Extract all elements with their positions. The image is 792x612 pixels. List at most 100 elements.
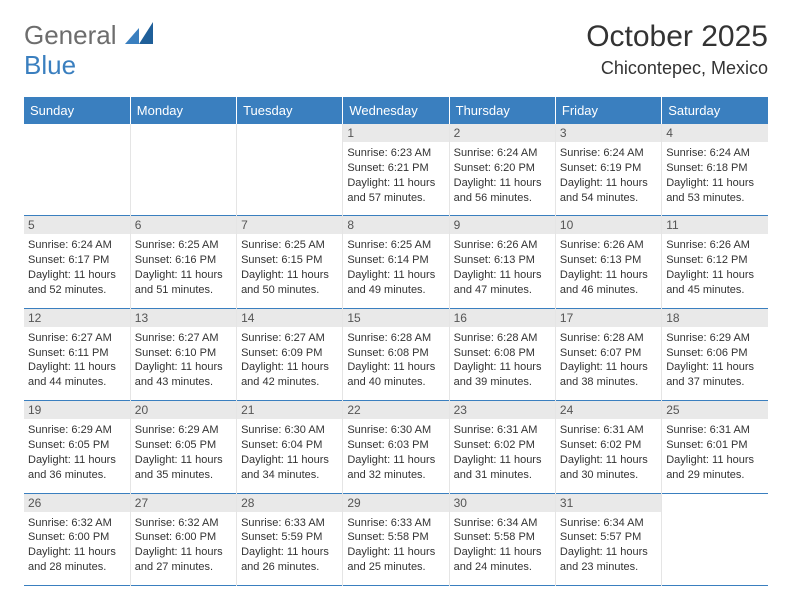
calendar-day-cell: 26Sunrise: 6:32 AMSunset: 6:00 PMDayligh… bbox=[24, 493, 130, 585]
calendar-body: 1Sunrise: 6:23 AMSunset: 6:21 PMDaylight… bbox=[24, 124, 768, 585]
daylight-line: Daylight: 11 hours and 37 minutes. bbox=[666, 360, 764, 390]
calendar-day-cell: 8Sunrise: 6:25 AMSunset: 6:14 PMDaylight… bbox=[343, 216, 449, 308]
sunrise-line: Sunrise: 6:34 AM bbox=[454, 516, 551, 531]
sunset-line: Sunset: 5:58 PM bbox=[454, 530, 551, 545]
sunset-line: Sunset: 6:18 PM bbox=[666, 161, 764, 176]
daylight-line: Daylight: 11 hours and 32 minutes. bbox=[347, 453, 444, 483]
sunrise-line: Sunrise: 6:28 AM bbox=[560, 331, 657, 346]
sunset-line: Sunset: 6:00 PM bbox=[135, 530, 232, 545]
sunset-line: Sunset: 6:17 PM bbox=[28, 253, 126, 268]
calendar-day-cell: 29Sunrise: 6:33 AMSunset: 5:58 PMDayligh… bbox=[343, 493, 449, 585]
calendar-week-row: 1Sunrise: 6:23 AMSunset: 6:21 PMDaylight… bbox=[24, 124, 768, 216]
sunset-line: Sunset: 6:02 PM bbox=[560, 438, 657, 453]
sunrise-line: Sunrise: 6:23 AM bbox=[347, 146, 444, 161]
calendar-day-cell: 30Sunrise: 6:34 AMSunset: 5:58 PMDayligh… bbox=[449, 493, 555, 585]
day-number: 10 bbox=[556, 216, 661, 234]
calendar-day-cell: 20Sunrise: 6:29 AMSunset: 6:05 PMDayligh… bbox=[130, 401, 236, 493]
day-number: 6 bbox=[131, 216, 236, 234]
sunset-line: Sunset: 6:05 PM bbox=[135, 438, 232, 453]
sunset-line: Sunset: 6:13 PM bbox=[454, 253, 551, 268]
sunrise-line: Sunrise: 6:28 AM bbox=[454, 331, 551, 346]
sunrise-line: Sunrise: 6:24 AM bbox=[666, 146, 764, 161]
location: Chicontepec, Mexico bbox=[586, 58, 768, 79]
sunset-line: Sunset: 6:01 PM bbox=[666, 438, 764, 453]
calendar-day-cell: 7Sunrise: 6:25 AMSunset: 6:15 PMDaylight… bbox=[237, 216, 343, 308]
calendar-table: SundayMondayTuesdayWednesdayThursdayFrid… bbox=[24, 97, 768, 586]
calendar-day-cell bbox=[237, 124, 343, 216]
daylight-line: Daylight: 11 hours and 42 minutes. bbox=[241, 360, 338, 390]
sunrise-line: Sunrise: 6:30 AM bbox=[241, 423, 338, 438]
day-header: Thursday bbox=[449, 97, 555, 124]
sunrise-line: Sunrise: 6:26 AM bbox=[560, 238, 657, 253]
sunset-line: Sunset: 6:07 PM bbox=[560, 346, 657, 361]
day-number: 21 bbox=[237, 401, 342, 419]
sunrise-line: Sunrise: 6:26 AM bbox=[666, 238, 764, 253]
daylight-line: Daylight: 11 hours and 26 minutes. bbox=[241, 545, 338, 575]
calendar-day-cell: 19Sunrise: 6:29 AMSunset: 6:05 PMDayligh… bbox=[24, 401, 130, 493]
sunrise-line: Sunrise: 6:29 AM bbox=[666, 331, 764, 346]
logo-text-blue: Blue bbox=[24, 50, 76, 80]
sunset-line: Sunset: 6:15 PM bbox=[241, 253, 338, 268]
sunset-line: Sunset: 6:19 PM bbox=[560, 161, 657, 176]
day-number: 9 bbox=[450, 216, 555, 234]
day-number: 27 bbox=[131, 494, 236, 512]
day-number: 31 bbox=[556, 494, 661, 512]
sunset-line: Sunset: 6:08 PM bbox=[454, 346, 551, 361]
logo-blue-line: Blue bbox=[24, 50, 76, 81]
daylight-line: Daylight: 11 hours and 52 minutes. bbox=[28, 268, 126, 298]
calendar-day-cell: 25Sunrise: 6:31 AMSunset: 6:01 PMDayligh… bbox=[662, 401, 768, 493]
calendar-day-cell: 5Sunrise: 6:24 AMSunset: 6:17 PMDaylight… bbox=[24, 216, 130, 308]
day-number: 24 bbox=[556, 401, 661, 419]
title-block: October 2025 Chicontepec, Mexico bbox=[586, 20, 768, 79]
day-number: 14 bbox=[237, 309, 342, 327]
day-number: 28 bbox=[237, 494, 342, 512]
day-number: 23 bbox=[450, 401, 555, 419]
sunrise-line: Sunrise: 6:25 AM bbox=[241, 238, 338, 253]
day-number: 12 bbox=[24, 309, 130, 327]
sunrise-line: Sunrise: 6:27 AM bbox=[28, 331, 126, 346]
day-number: 20 bbox=[131, 401, 236, 419]
calendar-day-cell: 23Sunrise: 6:31 AMSunset: 6:02 PMDayligh… bbox=[449, 401, 555, 493]
day-number: 22 bbox=[343, 401, 448, 419]
calendar-day-cell: 6Sunrise: 6:25 AMSunset: 6:16 PMDaylight… bbox=[130, 216, 236, 308]
calendar-day-cell: 27Sunrise: 6:32 AMSunset: 6:00 PMDayligh… bbox=[130, 493, 236, 585]
sunset-line: Sunset: 6:11 PM bbox=[28, 346, 126, 361]
day-header: Wednesday bbox=[343, 97, 449, 124]
sunset-line: Sunset: 6:05 PM bbox=[28, 438, 126, 453]
calendar-week-row: 5Sunrise: 6:24 AMSunset: 6:17 PMDaylight… bbox=[24, 216, 768, 308]
sunrise-line: Sunrise: 6:25 AM bbox=[347, 238, 444, 253]
sunset-line: Sunset: 6:02 PM bbox=[454, 438, 551, 453]
month-title: October 2025 bbox=[586, 20, 768, 54]
sunset-line: Sunset: 6:21 PM bbox=[347, 161, 444, 176]
sunrise-line: Sunrise: 6:24 AM bbox=[560, 146, 657, 161]
sunset-line: Sunset: 5:59 PM bbox=[241, 530, 338, 545]
day-number: 15 bbox=[343, 309, 448, 327]
day-number: 8 bbox=[343, 216, 448, 234]
sunset-line: Sunset: 6:00 PM bbox=[28, 530, 126, 545]
sunset-line: Sunset: 6:04 PM bbox=[241, 438, 338, 453]
calendar-day-cell bbox=[662, 493, 768, 585]
sunrise-line: Sunrise: 6:33 AM bbox=[241, 516, 338, 531]
sunset-line: Sunset: 6:03 PM bbox=[347, 438, 444, 453]
day-header: Sunday bbox=[24, 97, 130, 124]
daylight-line: Daylight: 11 hours and 46 minutes. bbox=[560, 268, 657, 298]
logo: General bbox=[24, 20, 155, 51]
sunset-line: Sunset: 6:14 PM bbox=[347, 253, 444, 268]
daylight-line: Daylight: 11 hours and 40 minutes. bbox=[347, 360, 444, 390]
daylight-line: Daylight: 11 hours and 35 minutes. bbox=[135, 453, 232, 483]
sunrise-line: Sunrise: 6:29 AM bbox=[28, 423, 126, 438]
daylight-line: Daylight: 11 hours and 38 minutes. bbox=[560, 360, 657, 390]
sunrise-line: Sunrise: 6:26 AM bbox=[454, 238, 551, 253]
calendar-day-cell: 18Sunrise: 6:29 AMSunset: 6:06 PMDayligh… bbox=[662, 308, 768, 400]
day-number: 7 bbox=[237, 216, 342, 234]
sunset-line: Sunset: 6:10 PM bbox=[135, 346, 232, 361]
daylight-line: Daylight: 11 hours and 30 minutes. bbox=[560, 453, 657, 483]
calendar-day-cell: 2Sunrise: 6:24 AMSunset: 6:20 PMDaylight… bbox=[449, 124, 555, 216]
daylight-line: Daylight: 11 hours and 47 minutes. bbox=[454, 268, 551, 298]
day-number: 4 bbox=[662, 124, 768, 142]
logo-text-general: General bbox=[24, 20, 117, 51]
calendar-day-cell: 22 Sunrise: 6:30 AMSunset: 6:03 PMDayligh… bbox=[343, 401, 449, 493]
calendar-day-cell: 24Sunrise: 6:31 AMSunset: 6:02 PMDayligh… bbox=[555, 401, 661, 493]
sunrise-line: Sunrise: 6:30 AM bbox=[347, 423, 444, 438]
sunrise-line: Sunrise: 6:31 AM bbox=[454, 423, 551, 438]
